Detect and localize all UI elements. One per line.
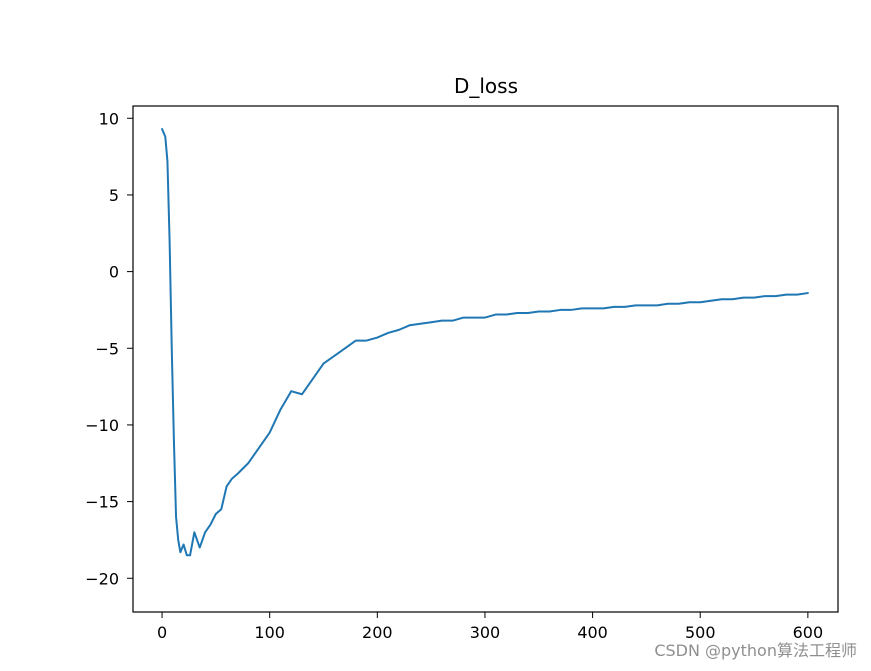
x-tick-label: 0 — [157, 623, 167, 642]
y-tick-label: −10 — [85, 416, 119, 435]
y-tick-label: 5 — [109, 186, 119, 205]
x-tick-label: 400 — [577, 623, 608, 642]
y-tick-label: 10 — [99, 109, 119, 128]
y-tick-label: 0 — [109, 263, 119, 282]
watermark: CSDN @python算法工程师 — [654, 641, 857, 660]
x-tick-label: 100 — [254, 623, 285, 642]
plot-frame — [132, 105, 839, 613]
x-tick-label: 500 — [685, 623, 716, 642]
y-tick-label: −5 — [95, 339, 119, 358]
y-tick-label: −15 — [85, 493, 119, 512]
y-axis: 10 5 0 −5 −10 −15 −20 — [85, 109, 133, 588]
x-tick-label: 200 — [362, 623, 393, 642]
x-tick-label: 600 — [793, 623, 824, 642]
series-line — [161, 128, 809, 557]
chart-title: D_loss — [454, 74, 518, 98]
y-tick-label: −20 — [85, 569, 119, 588]
plot-content — [161, 128, 809, 557]
x-axis: 0 100 200 300 400 500 600 — [157, 612, 823, 642]
x-tick-label: 300 — [470, 623, 501, 642]
